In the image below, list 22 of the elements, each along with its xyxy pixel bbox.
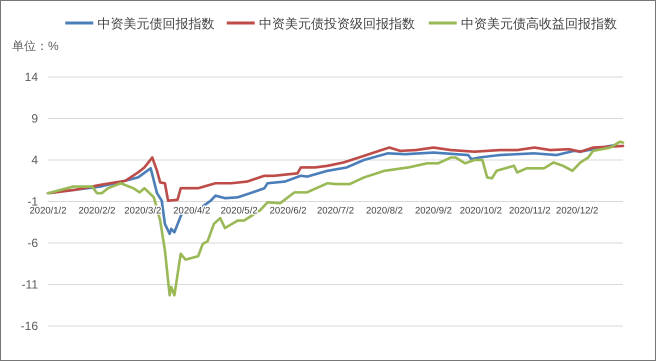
x-tick-label: 2020/5/2 bbox=[220, 206, 258, 216]
y-axis-title: 单位：% bbox=[12, 39, 59, 53]
legend-label: 中资美元债投资级回报指数 bbox=[258, 16, 415, 31]
x-tick-label: 2020/7/2 bbox=[317, 206, 354, 216]
x-tick-label: 2020/10/2 bbox=[460, 206, 502, 216]
y-tick-label: 9 bbox=[31, 112, 38, 126]
legend-label: 中资美元债高收益回报指数 bbox=[460, 16, 617, 31]
y-tick-label: -1 bbox=[27, 194, 38, 208]
y-tick-label: 4 bbox=[31, 153, 38, 167]
x-tick-label: 2020/2/2 bbox=[78, 206, 116, 216]
y-tick-label: -11 bbox=[22, 278, 38, 292]
y-tick-label: -6 bbox=[27, 236, 38, 250]
x-tick-label: 2020/1/2 bbox=[30, 206, 66, 216]
x-tick-label: 2020/9/2 bbox=[414, 206, 452, 216]
x-tick-label: 2020/8/2 bbox=[366, 206, 403, 216]
x-tick-label: 2020/12/2 bbox=[556, 206, 598, 216]
x-tick-label: 2020/6/2 bbox=[270, 206, 307, 216]
y-tick-label: 14 bbox=[24, 70, 38, 84]
x-tick-label: 2020/11/2 bbox=[509, 206, 551, 216]
legend-label: 中资美元债回报指数 bbox=[97, 16, 214, 31]
y-tick-label: -16 bbox=[20, 319, 38, 333]
line-series bbox=[46, 144, 624, 202]
